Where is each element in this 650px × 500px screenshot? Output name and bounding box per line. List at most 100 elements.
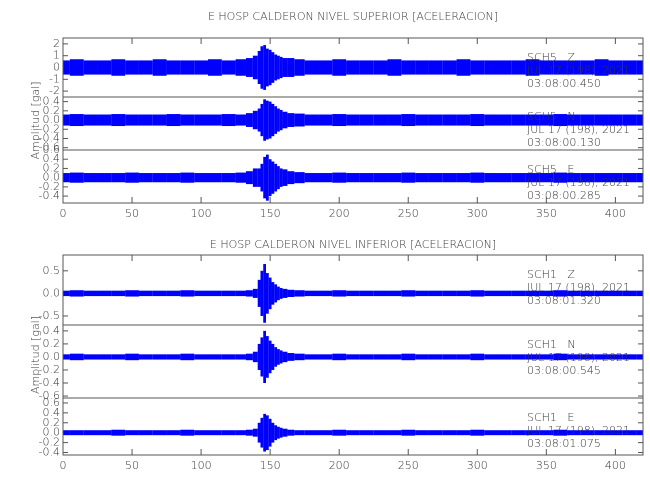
trace-envelope xyxy=(180,353,195,361)
trace-envelope xyxy=(194,430,208,436)
trace-envelope xyxy=(539,430,554,436)
y-tick-label: 0.0 xyxy=(43,286,61,299)
trace-envelope xyxy=(415,430,429,436)
y-tick-label: 0.4 xyxy=(43,95,61,108)
trace-envelope xyxy=(594,290,609,297)
x-tick-label: 250 xyxy=(398,207,419,220)
trace-envelope xyxy=(194,114,208,126)
trace-envelope xyxy=(257,279,261,307)
trace-envelope xyxy=(346,114,360,126)
trace-envelope xyxy=(332,353,347,361)
trace-envelope xyxy=(257,108,261,132)
trace-envelope xyxy=(608,60,623,75)
trace-envelope xyxy=(221,60,236,75)
x-tick-label: 100 xyxy=(191,207,212,220)
trace-envelope xyxy=(387,430,402,436)
trace-envelope xyxy=(245,58,253,77)
trace-envelope xyxy=(279,168,283,187)
trace-envelope xyxy=(428,60,443,75)
trace-envelope xyxy=(294,290,305,297)
x-tick-label: 250 xyxy=(398,459,419,472)
trace-envelope xyxy=(69,59,84,76)
trace-envelope xyxy=(622,173,637,183)
y-tick-label: -0.6 xyxy=(39,141,60,154)
trace-envelope xyxy=(69,172,84,183)
trace-envelope xyxy=(636,430,643,436)
trace-envelope xyxy=(138,173,153,183)
trace-envelope xyxy=(442,60,457,75)
channel-label: SCH1 Z xyxy=(527,268,575,281)
trace-envelope xyxy=(442,290,457,297)
trace-envelope xyxy=(235,114,246,126)
trace-envelope xyxy=(97,114,112,126)
channel-label: SCH5 Z xyxy=(527,51,575,64)
trace-envelope xyxy=(271,282,275,305)
trace-envelope xyxy=(580,173,595,183)
trace-envelope xyxy=(332,290,347,297)
trace-envelope xyxy=(359,173,374,183)
trace-envelope xyxy=(277,166,280,190)
trace-envelope xyxy=(511,173,526,183)
trace-envelope xyxy=(622,290,637,297)
trace-envelope xyxy=(567,290,581,297)
trace-envelope xyxy=(166,114,181,127)
trace-envelope xyxy=(498,354,512,360)
trace-envelope xyxy=(263,45,266,90)
trace-envelope xyxy=(594,430,609,436)
trace-envelope xyxy=(252,428,258,437)
trace-envelope xyxy=(282,288,288,298)
trace-envelope xyxy=(622,430,637,436)
trace-envelope xyxy=(260,46,264,89)
trace-envelope xyxy=(456,430,471,436)
trace-envelope xyxy=(266,273,269,314)
channel-label: SCH5 N xyxy=(527,110,576,123)
trace-envelope xyxy=(221,173,236,183)
trace-envelope xyxy=(401,172,416,183)
trace-envelope xyxy=(125,290,139,297)
trace-envelope xyxy=(594,173,609,183)
trace-envelope xyxy=(166,290,181,297)
trace-envelope xyxy=(567,114,581,126)
trace-envelope xyxy=(636,114,643,126)
date-label: JUL 17 (198), 2021 xyxy=(527,281,630,294)
trace-envelope xyxy=(636,354,643,360)
trace-envelope xyxy=(294,430,305,436)
trace-envelope xyxy=(245,113,253,127)
trace-envelope xyxy=(304,114,319,126)
trace-envelope xyxy=(260,103,264,137)
chart-title: E HOSP CALDERON NIVEL INFERIOR [ACELERAC… xyxy=(210,238,496,251)
trace-envelope xyxy=(266,48,269,87)
trace-envelope xyxy=(484,114,498,126)
trace-envelope xyxy=(138,430,153,436)
trace-envelope xyxy=(539,114,554,126)
trace-envelope xyxy=(470,60,485,75)
trace-envelope xyxy=(208,354,222,360)
trace-envelope xyxy=(97,60,112,75)
trace-envelope xyxy=(279,56,283,79)
date-label: JUL 17 (198), 2021 xyxy=(527,64,630,77)
trace-envelope xyxy=(138,290,153,297)
trace-envelope xyxy=(260,337,264,377)
trace-envelope xyxy=(332,114,347,127)
trace-envelope xyxy=(484,354,498,360)
trace-envelope xyxy=(194,60,208,75)
trace-envelope xyxy=(180,60,195,75)
y-tick-label: -0.2 xyxy=(39,122,60,135)
trace-envelope xyxy=(373,173,388,183)
trace-envelope xyxy=(221,290,236,297)
trace-envelope xyxy=(69,114,84,127)
trace-envelope xyxy=(539,60,554,75)
trace-envelope xyxy=(125,172,139,183)
time-label: 03:08:01.320 xyxy=(527,294,601,307)
trace-envelope xyxy=(294,172,305,184)
trace-envelope xyxy=(525,290,540,297)
date-label: JUL 17 (198), 2021 xyxy=(527,123,630,136)
trace-envelope xyxy=(63,114,70,126)
trace-envelope xyxy=(594,59,609,76)
date-label: JUL 17 (198), 2021 xyxy=(527,176,630,189)
x-tick-label: 50 xyxy=(125,207,139,220)
trace-envelope xyxy=(567,430,581,436)
trace-envelope xyxy=(166,173,181,183)
trace-envelope xyxy=(511,290,526,297)
